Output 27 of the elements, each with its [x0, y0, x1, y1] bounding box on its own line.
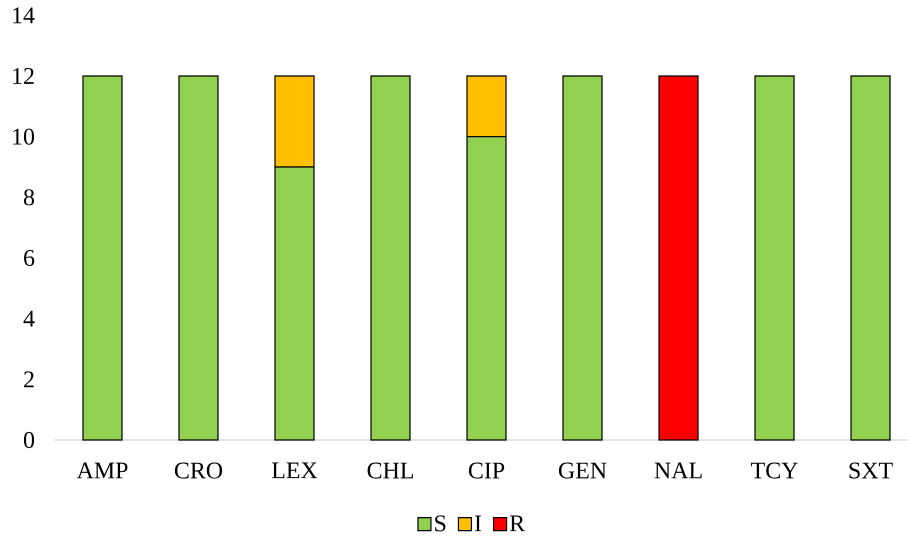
x-tick-label: NAL — [654, 462, 702, 478]
bar — [850, 75, 891, 441]
x-tick-label: LEX — [272, 462, 318, 478]
y-tick-label: 8 — [24, 189, 34, 206]
x-tick-label: CHL — [368, 462, 413, 479]
y-tick-label: 2 — [24, 371, 34, 388]
y-tick-label: 14 — [13, 7, 35, 24]
legend-label: R — [510, 516, 526, 532]
x-tick-label: CRO — [174, 462, 222, 479]
legend-label: I — [474, 516, 482, 532]
bar — [562, 75, 603, 441]
y-tick-label: 0 — [24, 432, 34, 448]
x-tick-label: AMP — [76, 462, 128, 478]
bar — [82, 75, 123, 441]
x-tick-label: GEN — [558, 462, 607, 479]
y-tick-label: 10 — [13, 128, 34, 145]
bar — [754, 75, 795, 441]
bar — [658, 75, 699, 441]
y-tick-label: 4 — [23, 310, 35, 327]
x-tick-label: CIP — [468, 462, 504, 479]
bar — [178, 75, 219, 441]
y-tick-label: 6 — [24, 250, 34, 266]
y-tick-label: 12 — [13, 68, 34, 84]
x-tick-label: TCY — [751, 462, 798, 479]
legend-label: S — [435, 515, 446, 532]
x-tick-label: SXT — [850, 462, 893, 479]
bar — [370, 75, 411, 441]
